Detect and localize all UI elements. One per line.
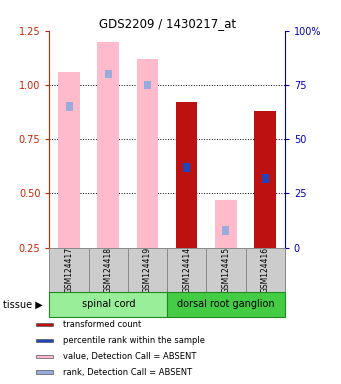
Bar <box>89 248 128 292</box>
Bar <box>262 174 269 183</box>
Bar <box>105 70 112 78</box>
Text: value, Detection Call = ABSENT: value, Detection Call = ABSENT <box>63 352 196 361</box>
Text: GSM124417: GSM124417 <box>64 247 74 293</box>
Bar <box>98 41 119 248</box>
Bar <box>36 371 53 374</box>
Bar <box>222 226 229 235</box>
Bar <box>246 248 285 292</box>
Text: GSM124418: GSM124418 <box>104 247 113 293</box>
Bar <box>176 102 197 248</box>
Bar <box>254 111 276 248</box>
Text: tissue ▶: tissue ▶ <box>3 299 43 310</box>
Bar <box>65 102 73 111</box>
Text: GSM124414: GSM124414 <box>182 247 191 293</box>
Text: percentile rank within the sample: percentile rank within the sample <box>63 336 205 345</box>
Bar <box>36 355 53 358</box>
Title: GDS2209 / 1430217_at: GDS2209 / 1430217_at <box>99 17 236 30</box>
Bar <box>167 292 285 317</box>
Text: GSM124415: GSM124415 <box>221 247 231 293</box>
Bar <box>183 163 190 172</box>
Bar <box>206 248 246 292</box>
Bar <box>49 292 167 317</box>
Text: transformed count: transformed count <box>63 320 141 329</box>
Bar <box>128 248 167 292</box>
Bar <box>215 200 237 248</box>
Text: spinal cord: spinal cord <box>81 299 135 310</box>
Text: dorsal root ganglion: dorsal root ganglion <box>177 299 275 310</box>
Text: rank, Detection Call = ABSENT: rank, Detection Call = ABSENT <box>63 368 192 377</box>
Text: GSM124416: GSM124416 <box>261 247 270 293</box>
Bar <box>49 248 89 292</box>
Bar <box>137 59 158 248</box>
Bar <box>36 323 53 326</box>
Bar <box>167 248 206 292</box>
Text: GSM124419: GSM124419 <box>143 247 152 293</box>
Bar <box>58 72 80 248</box>
Bar <box>36 339 53 342</box>
Bar <box>144 81 151 89</box>
